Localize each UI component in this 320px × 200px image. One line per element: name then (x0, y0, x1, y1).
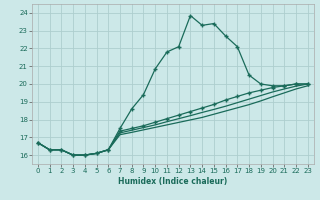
X-axis label: Humidex (Indice chaleur): Humidex (Indice chaleur) (118, 177, 228, 186)
